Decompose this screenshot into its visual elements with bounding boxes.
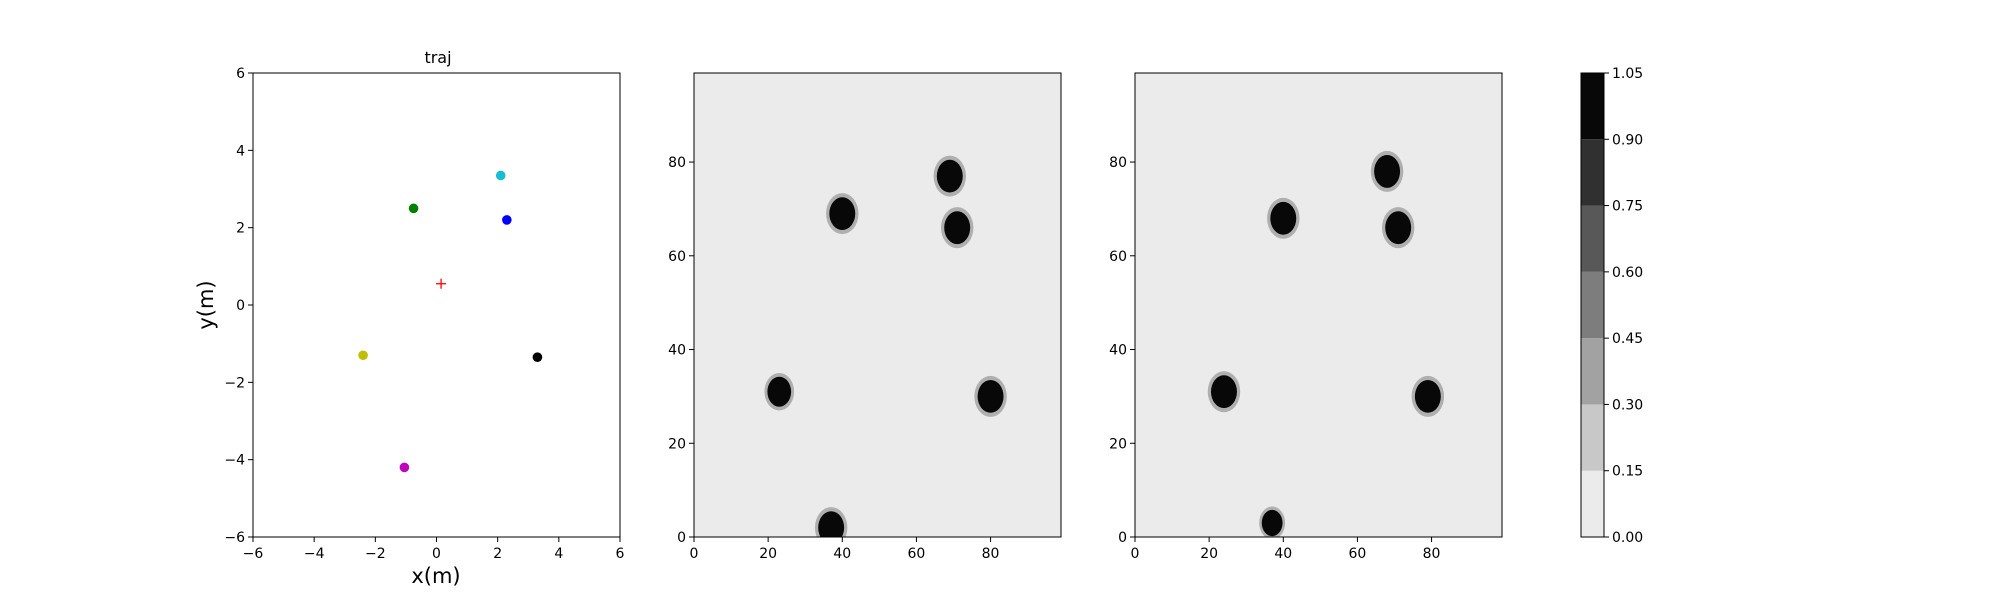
agent-point [408,203,419,214]
heatmap-2-y-ticks: 0 20 40 60 80 [1109,155,1135,546]
traj-title: traj [424,48,451,67]
obstacle-blob [818,511,845,537]
obstacle-blob [1261,509,1283,537]
y-tick-label: 0 [236,298,245,314]
heatmap-1-x-ticks: 0 20 40 60 80 [690,537,1000,562]
y-tick-label: 80 [668,155,686,171]
colorbar-tick-label: 0.30 [1612,397,1643,413]
y-tick-label: −2 [224,375,245,391]
y-tick-label: 80 [1109,155,1127,171]
agent-point [502,215,512,225]
heatmap-panel-1: 0 20 40 60 80 0 20 40 60 80 [668,72,1062,562]
traj-panel: traj −6 −4 −2 0 2 4 6 −6 −4 −2 0 2 4 6 x(m) y(m) [194,48,625,588]
colorbar-band [1581,205,1604,272]
y-tick-label: 60 [1109,249,1127,265]
heatmap-1-y-ticks: 0 20 40 60 80 [668,155,694,546]
x-tick-label: −2 [365,546,386,562]
obstacle-blob [977,379,1004,413]
colorbar-frame [1580,72,1605,538]
traj-x-ticks: −6 −4 −2 0 2 4 6 [243,537,625,562]
x-tick-label: 0 [1131,546,1140,562]
y-tick-label: −6 [224,530,245,546]
agent-point [495,170,506,181]
y-tick-label: 40 [668,343,686,359]
x-tick-label: 40 [833,546,851,562]
x-tick-label: 4 [554,546,563,562]
x-tick-label: 60 [908,546,926,562]
obstacle-blob [1210,375,1237,409]
x-tick-label: 20 [1200,546,1218,562]
colorbar-band [1581,470,1604,537]
heatmap-2-blobs [1207,150,1445,537]
obstacle-blob [1270,201,1297,235]
heatmap-1-frame [693,72,1062,538]
x-tick-label: −6 [243,546,264,562]
y-tick-label: 4 [236,143,245,159]
agent-point [399,462,410,473]
obstacle-blob [829,197,856,231]
colorbar-band [1581,404,1604,471]
colorbar-band [1581,271,1604,339]
obstacle-blob [1385,211,1412,245]
traj-y-ticks: −6 −4 −2 0 2 4 6 [224,66,253,546]
heatmap-1-blobs [764,155,1007,537]
colorbar-tick-label: 0.45 [1612,331,1643,347]
agent-point [358,350,368,361]
x-tick-label: 6 [616,546,625,562]
heatmap-2-background [1135,73,1502,537]
y-tick-label: 0 [677,530,686,546]
obstacle-blob [1374,155,1401,188]
colorbar-tick-label: 0.00 [1612,530,1643,546]
colorbar: 0.00 0.15 0.30 0.45 0.60 0.75 0.90 1.05 [1580,66,1643,546]
y-tick-label: 6 [236,66,245,82]
heatmap-panel-2: 0 20 40 60 80 0 20 40 60 80 [1109,72,1503,562]
x-tick-label: 2 [493,546,502,562]
x-tick-label: 0 [690,546,699,562]
colorbar-band [1581,139,1604,206]
y-tick-label: −4 [224,453,245,469]
colorbar-tick-label: 0.60 [1612,265,1643,281]
goal-marker [436,278,447,289]
agent-point [532,352,543,363]
colorbar-band [1581,73,1604,140]
colorbar-ticks: 0.00 0.15 0.30 0.45 0.60 0.75 0.90 1.05 [1604,66,1643,546]
y-tick-label: 20 [1109,436,1127,452]
y-tick-label: 0 [1118,530,1127,546]
x-tick-label: 20 [759,546,777,562]
x-tick-label: 0 [432,546,441,562]
obstacle-blob [944,211,971,245]
y-tick-label: 40 [1109,343,1127,359]
x-tick-label: 60 [1349,546,1367,562]
colorbar-tick-label: 0.75 [1612,199,1643,215]
y-tick-label: 2 [236,221,245,237]
traj-points [358,170,543,473]
heatmap-2-frame [1134,72,1503,538]
colorbar-tick-label: 0.15 [1612,464,1643,480]
heatmap-1-background [694,73,1061,537]
traj-axes-frame [252,72,621,538]
obstacle-blob [767,376,792,407]
y-tick-label: 60 [668,249,686,265]
x-tick-label: 80 [1423,546,1441,562]
x-tick-label: 40 [1274,546,1292,562]
traj-x-axis-label: x(m) [411,564,460,588]
x-tick-label: −4 [304,546,325,562]
colorbar-tick-label: 0.90 [1612,132,1643,148]
colorbar-tick-label: 1.05 [1612,66,1643,82]
x-tick-label: 80 [982,546,1000,562]
traj-y-axis-label: y(m) [194,280,218,329]
y-tick-label: 20 [668,436,686,452]
obstacle-blob [1414,379,1441,413]
colorbar-bands [1581,73,1604,537]
heatmap-2-x-ticks: 0 20 40 60 80 [1131,537,1441,562]
colorbar-band [1581,338,1604,405]
obstacle-blob [936,159,963,193]
